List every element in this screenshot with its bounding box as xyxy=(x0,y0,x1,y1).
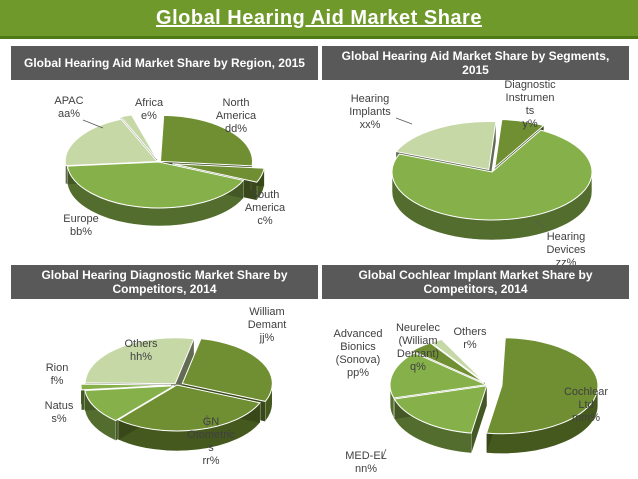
segments-pie-chart: Diagnostic Instrumen ts y% Hearing Devices zz… xyxy=(349,79,593,269)
leader-med-el xyxy=(381,448,387,460)
main-title: Global Hearing Aid Market Share xyxy=(0,0,638,39)
leader-hearing-devices xyxy=(533,219,545,229)
pie-slice-europe xyxy=(66,161,245,227)
label-med-el: MED-EL nn% xyxy=(345,450,387,475)
pie-slice-medel xyxy=(393,385,488,454)
label-apac: APAC aa% xyxy=(54,95,83,120)
label-diagnostic-instruments: Diagnostic Instrumen ts y% xyxy=(504,79,556,130)
label-south-america: South America c% xyxy=(245,189,286,227)
label-africa: Africa e% xyxy=(135,97,164,122)
segments-chart-panel: Global Hearing Aid Market Share by Segme… xyxy=(322,46,629,269)
segments-chart-title: Global Hearing Aid Market Share by Segme… xyxy=(322,46,629,80)
region-chart-title: Global Hearing Aid Market Share by Regio… xyxy=(11,46,318,80)
label-gn-otometrics: GN Otometric s rr% xyxy=(187,416,235,467)
label-hearing-implants: Hearing Implants xx% xyxy=(349,93,391,131)
label-neurelec: Neurelec (William Demant) q% xyxy=(396,322,441,373)
diagnostic-chart-panel: Global Hearing Diagnostic Market Share b… xyxy=(11,265,318,479)
label-william-demant: William Demant jj% xyxy=(248,306,287,344)
pie-slice-cochlear xyxy=(485,337,599,454)
diagnostic-chart-title: Global Hearing Diagnostic Market Share b… xyxy=(11,265,318,299)
diagnostic-pie-chart: William Demant jj% GN Otometric s rr% Natus s%… xyxy=(45,306,287,467)
cochlear-chart-panel: Global Cochlear Implant Market Share by … xyxy=(322,265,629,479)
leader-hearing-implants xyxy=(395,117,413,125)
label-hearing-devices: Hearing Devices zz% xyxy=(546,231,586,269)
cochlear-chart-title: Global Cochlear Implant Market Share by … xyxy=(322,265,629,299)
label-natus: Natus s% xyxy=(45,400,74,425)
label-north-america: North America dd% xyxy=(216,97,257,135)
region-pie-chart: North America dd% South America c% Europe bb%… xyxy=(54,95,286,238)
label-europe: Europe bb% xyxy=(63,213,98,238)
label-advanced-bionics: Advanced Bionics (Sonova) pp% xyxy=(334,328,383,379)
region-chart-panel: Global Hearing Aid Market Share by Regio… xyxy=(11,46,318,260)
leader-apac xyxy=(82,119,104,129)
label-others-diagnostic: Others hh% xyxy=(124,338,158,363)
cochlear-pie-chart: Cochlear Ltd mm% MED-EL nn% Advanced Bionics… xyxy=(334,322,609,475)
pie-slice-hearing xyxy=(391,129,593,241)
label-others-cochlear: Others r% xyxy=(453,326,487,351)
label-rion: Rion f% xyxy=(46,362,69,387)
label-cochlear-ltd: Cochlear Ltd mm% xyxy=(564,386,608,424)
pie-slice-gn xyxy=(117,384,261,452)
